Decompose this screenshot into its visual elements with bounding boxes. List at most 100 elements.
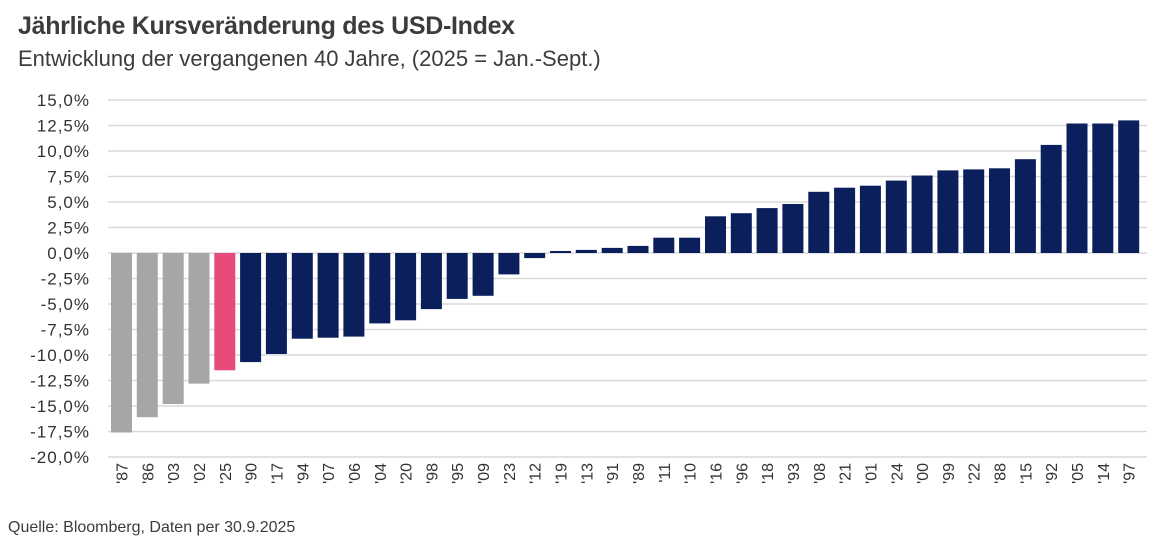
- x-tick-label: '04: [373, 463, 390, 484]
- x-tick-label: '22: [967, 463, 984, 484]
- y-tick-label: -7,5%: [41, 321, 90, 340]
- bar: [808, 191, 830, 253]
- bar: [136, 253, 158, 418]
- y-tick-label: 0,0%: [47, 244, 90, 263]
- bar: [369, 253, 391, 324]
- x-tick-label: '99: [941, 463, 958, 484]
- y-tick-label: 5,0%: [47, 193, 90, 212]
- x-tick-label: '25: [218, 463, 235, 484]
- y-tick-label: -20,0%: [30, 448, 90, 467]
- x-tick-label: '06: [347, 463, 364, 484]
- bar: [446, 253, 468, 299]
- bar: [550, 251, 571, 253]
- x-tick-label: '12: [528, 463, 545, 484]
- bar: [782, 204, 804, 253]
- bar: [498, 253, 520, 275]
- bar: [1066, 123, 1088, 253]
- bar: [1040, 144, 1062, 253]
- x-tick-label: '90: [244, 463, 261, 484]
- x-tick-label: '07: [321, 463, 338, 484]
- x-tick-label: '97: [1122, 463, 1139, 484]
- y-tick-label: -2,5%: [41, 270, 90, 289]
- x-tick-label: '01: [863, 463, 880, 484]
- x-tick-label: '09: [476, 463, 493, 484]
- x-tick-label: '86: [140, 463, 157, 484]
- bar: [291, 253, 313, 339]
- x-tick-label: '19: [554, 463, 571, 484]
- x-tick-label: '87: [115, 463, 132, 484]
- bar: [963, 169, 985, 253]
- bar: [214, 253, 236, 371]
- x-tick-label: '11: [657, 463, 674, 483]
- bar: [188, 253, 210, 384]
- x-tick-label: '00: [915, 463, 932, 484]
- x-tick-label: '20: [399, 463, 416, 484]
- y-axis-tick-labels: 15,0% 12,5% 10,0% 7,5% 5,0% 2,5% 0,0% -2,5% -5,0…: [30, 91, 90, 467]
- x-tick-label: '93: [786, 463, 803, 484]
- y-tick-label: -15,0%: [30, 397, 90, 416]
- x-tick-label: '17: [269, 463, 286, 484]
- x-tick-label: '15: [1018, 463, 1035, 484]
- x-tick-label: '89: [631, 463, 648, 484]
- x-tick-label: '08: [812, 463, 829, 484]
- y-tick-label: 12,5%: [37, 117, 90, 136]
- y-tick-label: -10,0%: [30, 346, 90, 365]
- bar: [1014, 159, 1036, 253]
- bars: [111, 120, 1140, 433]
- x-tick-label: '88: [993, 463, 1010, 484]
- bar: [1092, 123, 1114, 253]
- y-tick-label: -17,5%: [30, 423, 90, 442]
- chart-subtitle: Entwicklung der vergangenen 40 Jahre, (2…: [18, 46, 601, 71]
- bar: [240, 253, 262, 363]
- bar: [756, 208, 778, 253]
- bar: [730, 213, 752, 253]
- y-tick-label: 2,5%: [47, 219, 90, 238]
- bar: [317, 253, 339, 338]
- bar: [601, 247, 623, 253]
- bar: [472, 253, 494, 296]
- bar: [627, 245, 649, 253]
- x-tick-label: '10: [683, 463, 700, 484]
- x-tick-label: '03: [166, 463, 183, 484]
- x-tick-label: '95: [450, 463, 467, 484]
- x-tick-label: '23: [502, 463, 519, 484]
- y-tick-label: -5,0%: [41, 295, 90, 314]
- y-tick-label: 7,5%: [47, 168, 90, 187]
- y-tick-label: 10,0%: [37, 142, 90, 161]
- x-tick-label: '96: [734, 463, 751, 484]
- bar: [1118, 120, 1140, 254]
- bar: [834, 187, 856, 253]
- bar: [575, 249, 597, 253]
- bar: [859, 185, 881, 253]
- bar: [343, 253, 365, 337]
- gridlines: [108, 99, 1147, 458]
- x-tick-label: '18: [760, 463, 777, 484]
- x-tick-label: '02: [192, 463, 209, 484]
- x-tick-label: '91: [605, 463, 622, 484]
- x-tick-label: '05: [1070, 463, 1087, 484]
- x-tick-label: '98: [424, 463, 441, 484]
- bar: [911, 175, 933, 253]
- bar: [679, 237, 701, 253]
- bar: [653, 237, 675, 253]
- chart-title: Jährliche Kursveränderung des USD-Index: [18, 12, 515, 40]
- x-tick-label: '16: [709, 463, 726, 484]
- x-tick-label: '92: [1044, 463, 1061, 484]
- x-tick-label: '14: [1096, 463, 1113, 484]
- x-tick-label: '94: [295, 463, 312, 484]
- x-tick-label: '13: [579, 463, 596, 484]
- bar: [937, 170, 959, 253]
- x-tick-label: '24: [889, 463, 906, 484]
- y-tick-label: -12,5%: [30, 372, 90, 391]
- source-note: Quelle: Bloomberg, Daten per 30.9.2025: [8, 519, 296, 536]
- x-axis-tick-labels: '87 '86 '03 '02 '25 '90 '17 '94 '07 '06 '04 '20 '98 '…: [115, 463, 1139, 484]
- bar: [524, 253, 546, 259]
- bar: [162, 253, 184, 404]
- bar: [420, 253, 442, 310]
- bar: [265, 253, 287, 354]
- y-tick-label: 15,0%: [37, 91, 90, 110]
- bar: [395, 253, 417, 321]
- bar: [111, 253, 132, 433]
- bar: [885, 180, 907, 253]
